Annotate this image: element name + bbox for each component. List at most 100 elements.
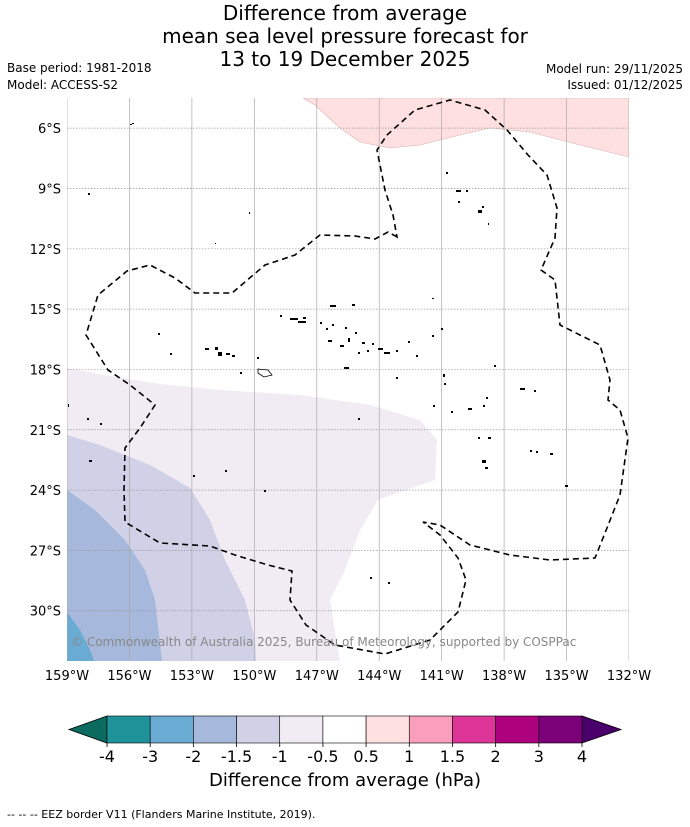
island: [332, 324, 334, 326]
island: [290, 318, 298, 320]
colorbar-bin: [495, 715, 540, 744]
island: [257, 357, 259, 359]
colorbar-bin: [279, 715, 324, 744]
colorbar-under-arrow: [67, 715, 108, 744]
island: [432, 298, 434, 299]
lon-tick-label: 144°W: [357, 669, 401, 684]
island: [378, 348, 383, 350]
island: [482, 206, 484, 208]
island: [416, 355, 418, 357]
issued-date: Issued: 01/12/2025: [567, 78, 683, 92]
island: [298, 321, 306, 323]
island: [530, 450, 532, 452]
island: [388, 582, 390, 584]
map-area: [67, 98, 629, 661]
island: [328, 340, 332, 342]
island: [433, 405, 435, 407]
eez-footnote: -- -- -- EEZ border V11 (Flanders Marine…: [7, 808, 316, 821]
lon-tick-label: 156°W: [107, 669, 151, 684]
island: [384, 352, 390, 354]
title-line-1: Difference from average: [222, 1, 468, 25]
colorbar-tick-label: -3: [142, 747, 158, 766]
eez-border: [85, 99, 629, 655]
title-line-2: mean sea level pressure forecast for: [162, 24, 528, 48]
island: [370, 577, 372, 579]
lat-tick-label: 30°S: [30, 605, 61, 620]
island: [466, 190, 468, 192]
island: [485, 467, 488, 469]
island: [215, 347, 218, 350]
longitude-labels: 159°W 156°W 153°W 150°W 147°W 144°W 141°W 138°W…: [45, 669, 651, 684]
colorbar-tick-label: 0.5: [353, 747, 378, 766]
island: [494, 365, 496, 367]
lat-tick-label: 6°S: [38, 122, 61, 137]
lon-tick-label: 138°W: [482, 669, 526, 684]
island: [280, 315, 282, 317]
island: [68, 404, 69, 407]
colorbar-bin: [149, 715, 194, 744]
map-figure: 6°S 9°S 12°S 15°S 18°S 21°S 24°S 27°S 30°S 159°W…: [30, 98, 651, 766]
colorbar-tick-label: -2: [185, 747, 201, 766]
island: [486, 397, 488, 399]
lon-tick-label: 150°W: [232, 669, 276, 684]
model-run: Model run: 29/11/2025: [545, 62, 683, 76]
island: [132, 123, 134, 124]
island: [218, 352, 222, 356]
island: [249, 212, 250, 214]
colorbar-tick-label: -1: [272, 747, 288, 766]
colorbar-bin: [322, 715, 367, 744]
island: [232, 355, 235, 357]
island: [488, 223, 489, 225]
island: [320, 322, 322, 324]
lat-tick-label: 9°S: [38, 182, 61, 197]
colorbar-bin: [106, 715, 151, 744]
island: [367, 350, 369, 352]
island: [240, 372, 242, 374]
island: [326, 328, 328, 330]
island: [130, 124, 132, 125]
lon-tick-label: 153°W: [170, 669, 214, 684]
island: [396, 377, 398, 379]
lon-tick-label: 147°W: [295, 669, 339, 684]
island: [536, 451, 538, 453]
island: [89, 460, 92, 462]
island: [215, 243, 216, 244]
island: [483, 405, 485, 407]
island-outline: [257, 368, 273, 378]
island: [458, 201, 460, 203]
colorbar-bin: [538, 715, 583, 744]
colorbar-tick-label: -4: [99, 747, 115, 766]
island: [456, 190, 461, 192]
anomaly-region-minus-2: [67, 612, 94, 661]
island: [193, 475, 195, 477]
island: [226, 353, 230, 355]
colorbar-tick-label: 3: [534, 747, 544, 766]
lat-tick-label: 24°S: [30, 484, 61, 499]
island: [441, 328, 443, 330]
island: [170, 353, 172, 355]
colorbar-bin: [236, 715, 281, 744]
colorbar-tick-label: -1.5: [221, 747, 252, 766]
map-gridlines: [67, 98, 629, 661]
colorbar-tick-label: 1.5: [440, 747, 465, 766]
island: [443, 374, 445, 377]
island: [352, 304, 355, 306]
lon-tick-label: 135°W: [544, 669, 588, 684]
island: [432, 335, 434, 337]
model-name: Model: ACCESS-S2: [7, 78, 119, 92]
island: [534, 390, 536, 392]
island: [88, 193, 90, 195]
lat-tick-label: 21°S: [30, 424, 61, 439]
island: [451, 411, 453, 413]
island: [478, 210, 482, 213]
base-period: Base period: 1981-2018: [7, 61, 152, 75]
colorbar-bin: [193, 715, 237, 744]
island: [358, 352, 360, 354]
island: [565, 485, 568, 487]
latitude-labels: 6°S 9°S 12°S 15°S 18°S 21°S 24°S 27°S 30°S: [30, 122, 61, 620]
lat-tick-label: 15°S: [30, 303, 61, 318]
island: [344, 367, 349, 369]
lon-tick-label: 141°W: [420, 669, 464, 684]
island: [158, 333, 160, 335]
colorbar-tick-label: 2: [491, 747, 501, 766]
